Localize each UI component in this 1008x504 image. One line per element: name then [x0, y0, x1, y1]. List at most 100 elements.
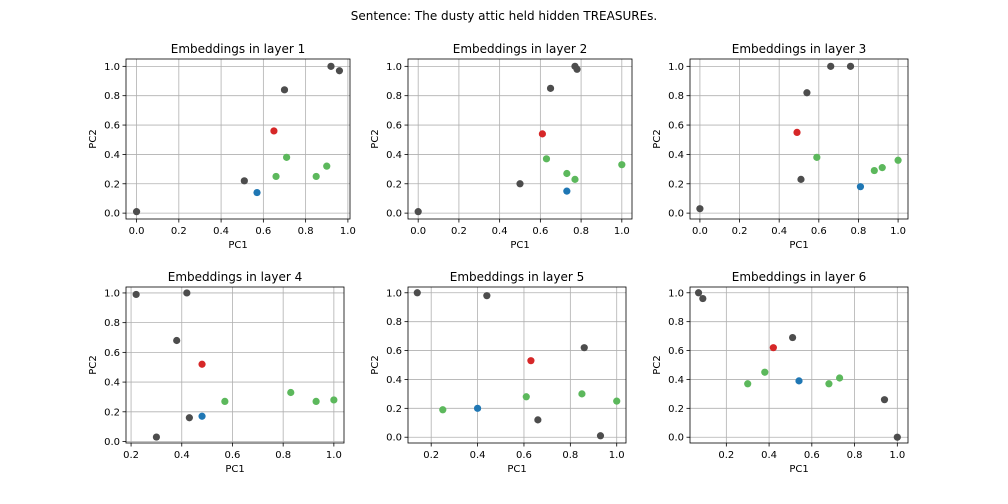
scatter-point-green: [571, 175, 579, 183]
x-tick-label: 0.4: [174, 450, 190, 461]
x-tick-label: 0.4: [761, 450, 777, 461]
scatter-point-gray: [696, 205, 704, 213]
subplot-layer-2: 0.0 0.2 0.4 0.6 0.8 1.0 0.0 0.2 0.4 0.6 0.8 1.0 Embe…: [370, 42, 633, 251]
scatter-point-green: [312, 397, 320, 405]
scatter-point-gray: [827, 62, 835, 70]
scatter-point-gray: [335, 67, 344, 75]
scatter-point-red: [793, 128, 801, 136]
subplot-title: Embeddings in layer 5: [450, 270, 584, 284]
x-tick-label: 0.6: [225, 450, 241, 461]
subplot-title: Embeddings in layer 4: [168, 270, 302, 284]
axes-frame: [689, 58, 909, 220]
x-tick-label: 0.6: [532, 226, 548, 237]
scatter-point-blue: [473, 404, 482, 412]
scatter-point-gray: [893, 433, 901, 441]
scatter-point-green: [894, 156, 902, 164]
x-axis-label: PC1: [228, 240, 247, 251]
subplot-layer-6: 0.2 0.4 0.6 0.8 1.0 0.0 0.2 0.4 0.6 0.8 1.0 Embeddi…: [652, 270, 909, 475]
x-tick-label: 1.0: [614, 226, 630, 237]
y-tick-label: 0.6: [668, 121, 684, 132]
y-tick-label: 0.0: [386, 209, 402, 220]
scatter-point-gray: [173, 336, 181, 345]
scatter-point-blue: [198, 412, 206, 420]
scatter-point-green: [578, 390, 586, 398]
scatter-point-green: [613, 397, 621, 405]
scatter-point-gray: [803, 89, 811, 97]
y-tick-label: 1.0: [104, 288, 120, 299]
x-tick-label: 0.2: [718, 450, 734, 461]
x-tick-label: 1.0: [890, 226, 906, 237]
scatter-point-gray: [483, 292, 491, 300]
scatter-point-green: [813, 153, 821, 161]
y-tick-label: 0.4: [104, 150, 120, 161]
x-tick-label: 0.4: [470, 450, 486, 461]
scatter-point-red: [538, 130, 547, 138]
x-axis-label: PC1: [789, 240, 808, 251]
scatter-point-green: [330, 396, 338, 404]
scatter-point-green: [272, 172, 280, 181]
y-tick-label: 0.8: [104, 91, 120, 102]
scatter-point-gray: [132, 208, 141, 216]
subplot-title: Embeddings in layer 6: [732, 270, 866, 284]
y-tick-label: 0.2: [104, 179, 120, 190]
y-tick-label: 1.0: [386, 62, 402, 73]
scatter-point-green: [878, 164, 886, 172]
scatter-point-green: [563, 169, 571, 178]
x-tick-label: 0.2: [171, 226, 187, 237]
scatter-point-green: [761, 368, 769, 376]
scatter-point-blue: [856, 183, 865, 191]
y-tick-label: 0.8: [104, 318, 120, 329]
figure-suptitle: Sentence: The dusty attic held hidden TR…: [351, 9, 657, 23]
y-tick-label: 0.0: [668, 433, 684, 444]
y-tick-label: 0.8: [386, 91, 402, 102]
scatter-point-blue: [795, 377, 803, 385]
scatter-point-blue: [563, 187, 571, 195]
scatter-point-gray: [414, 208, 422, 216]
scatter-point-gray: [413, 289, 421, 297]
scatter-point-gray: [183, 289, 191, 297]
scatter-point-blue: [253, 188, 261, 197]
scatter-point-gray: [546, 84, 555, 92]
x-tick-label: 0.0: [692, 226, 708, 237]
x-tick-label: 0.8: [275, 450, 291, 461]
scatter-point-red: [769, 344, 777, 352]
scatter-point-gray: [280, 86, 289, 94]
scatter-point-gray: [185, 414, 193, 422]
scatter-point-gray: [240, 177, 248, 185]
x-tick-label: 0.8: [851, 226, 867, 237]
scatter-point-gray: [327, 62, 335, 70]
scatter-point-green: [522, 393, 530, 401]
y-tick-label: 0.4: [668, 150, 684, 161]
x-tick-label: 0.6: [516, 450, 532, 461]
x-tick-label: 0.2: [123, 450, 139, 461]
scatter-point-gray: [516, 180, 524, 188]
x-tick-label: 0.6: [811, 226, 827, 237]
subplot-layer-3: 0.0 0.2 0.4 0.6 0.8 1.0 0.0 0.2 0.4 0.6 0.8 1.0 Embe…: [652, 42, 909, 251]
scatter-point-red: [198, 360, 206, 368]
scatter-point-gray: [880, 396, 889, 404]
x-tick-label: 0.8: [298, 226, 314, 237]
scatter-point-gray: [580, 344, 588, 352]
subplot-title: Embeddings in layer 3: [732, 42, 866, 56]
y-tick-label: 0.8: [668, 91, 684, 102]
scatter-point-green: [870, 166, 878, 175]
scatter-point-gray: [132, 290, 140, 299]
y-tick-label: 0.2: [104, 407, 120, 418]
scatter-point-gray: [788, 333, 797, 342]
y-tick-label: 0.6: [386, 121, 402, 132]
x-tick-label: 0.6: [255, 226, 271, 237]
y-axis-label: PC2: [88, 355, 99, 374]
x-tick-label: 1.0: [340, 226, 356, 237]
y-tick-label: 0.4: [104, 378, 120, 389]
scatter-point-green: [312, 172, 320, 181]
y-tick-label: 1.0: [386, 288, 402, 299]
y-axis-label: PC2: [652, 355, 663, 374]
subplot-title: Embeddings in layer 1: [171, 42, 305, 56]
y-tick-label: 0.4: [386, 150, 402, 161]
subplot-layer-4: 0.2 0.4 0.6 0.8 1.00.00.20.40.60.81.0Embeddi…: [88, 270, 345, 475]
y-tick-label: 0.0: [104, 437, 120, 448]
scatter-point-green: [618, 161, 626, 169]
y-tick-label: 0.0: [104, 209, 120, 220]
axes-frame: [125, 286, 345, 444]
y-tick-label: 0.2: [668, 404, 684, 415]
